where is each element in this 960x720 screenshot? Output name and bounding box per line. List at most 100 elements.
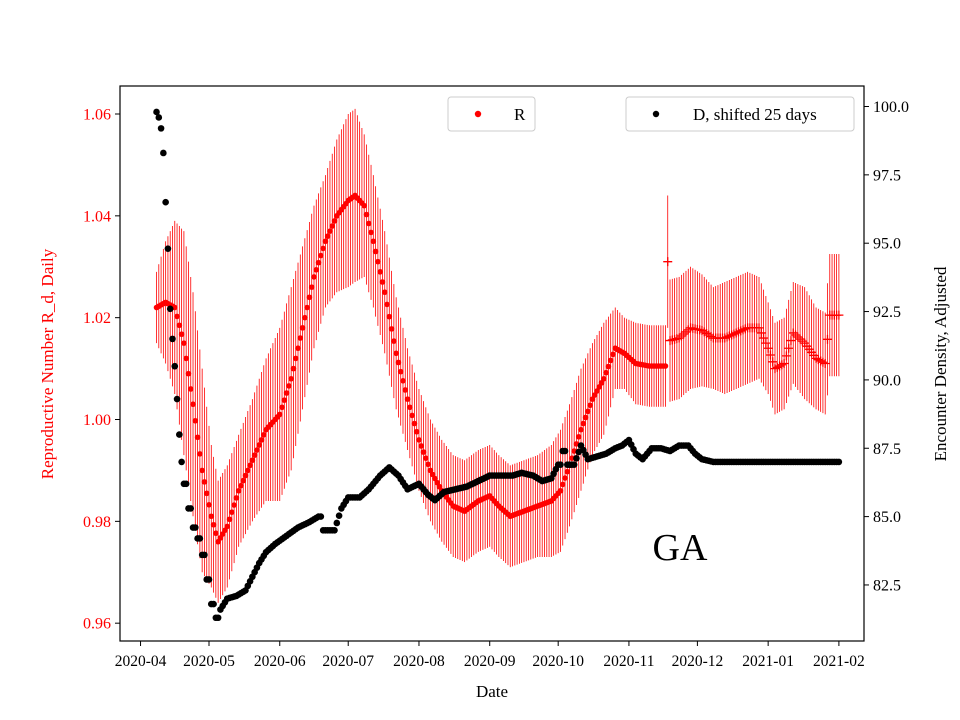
r-point (397, 368, 404, 375)
r-point (720, 333, 730, 343)
legend-r-box (447, 96, 536, 132)
r-point (368, 229, 374, 236)
right-y-tick-label: 90.0 (873, 372, 901, 389)
r-point (761, 338, 771, 348)
r-point (329, 223, 336, 229)
r-point (206, 501, 212, 508)
r-point (416, 437, 422, 443)
r-point (425, 461, 431, 468)
r-point (594, 388, 600, 394)
r-point (779, 359, 789, 368)
r-point (308, 284, 315, 290)
d-point (335, 512, 343, 519)
r-point (813, 355, 823, 365)
legend-r: R (447, 96, 536, 132)
r-point (598, 380, 605, 386)
r-point (759, 333, 769, 343)
d-point (164, 245, 172, 252)
r-point (258, 437, 265, 443)
r-point (260, 431, 267, 438)
r-point (770, 364, 780, 374)
d-point (570, 461, 578, 468)
r-point (578, 426, 584, 433)
r-point (231, 502, 237, 508)
d-point (169, 335, 176, 343)
right-y-tick-label: 95.0 (873, 236, 901, 253)
r-point (763, 343, 773, 353)
d-point (166, 305, 174, 313)
r-point (575, 434, 582, 440)
left-y-tick-label: 0.96 (83, 616, 111, 633)
r-point (423, 455, 429, 462)
x-tick-label: 2021-01 (742, 653, 794, 670)
r-point (591, 392, 598, 398)
r-point (192, 417, 199, 424)
r-point (208, 513, 215, 520)
d-point (153, 108, 160, 116)
plot-area-frame (119, 85, 865, 642)
left-y-tick-label: 1.04 (83, 208, 111, 225)
r-point (740, 324, 750, 334)
r-point (302, 314, 308, 321)
x-tick-label: 2020-05 (183, 653, 235, 670)
r-point (311, 274, 317, 280)
r-point (290, 365, 297, 372)
r-point (194, 434, 201, 441)
r-point (299, 325, 306, 331)
r-point (589, 396, 596, 402)
r-point (187, 386, 194, 392)
d-point (160, 149, 167, 157)
r-point (365, 220, 372, 227)
right-y-tick-label: 87.5 (873, 441, 901, 458)
r-point (754, 323, 764, 333)
r-point (183, 355, 189, 362)
x-tick-label: 2020-04 (115, 653, 167, 670)
legend-d-marker (652, 110, 660, 118)
r-point (816, 356, 826, 366)
legend-d-box (625, 96, 855, 132)
legend-r-marker (474, 110, 482, 118)
r-point (427, 467, 434, 474)
r-point (777, 360, 787, 370)
r-point (176, 322, 183, 329)
r-point (395, 359, 402, 366)
r-point (420, 449, 427, 455)
d-point (157, 125, 165, 132)
r-point (235, 487, 242, 494)
d-point (561, 447, 569, 455)
r-point (432, 475, 438, 482)
r-point (596, 384, 603, 390)
r-point (400, 378, 406, 384)
x-tick-label: 2020-10 (532, 653, 584, 670)
d-point (331, 526, 338, 534)
r-point (699, 327, 709, 337)
d-point (210, 600, 217, 608)
r-point (181, 340, 187, 346)
r-point (795, 334, 805, 344)
d-point (317, 513, 325, 520)
x-tick-label: 2020-12 (672, 653, 724, 670)
legend-d: D, shifted 25 days (625, 96, 855, 132)
x-axis: 2020-04 2020-05 2020-06 2020-07 2020-08 2020-… (115, 641, 865, 670)
r-point (585, 408, 591, 415)
d-series (153, 108, 843, 622)
r-point (706, 332, 716, 342)
r-point (781, 351, 791, 361)
r-point (418, 443, 425, 449)
r-point (704, 330, 714, 340)
d-point (835, 458, 843, 466)
r-point (295, 345, 301, 352)
r-point (601, 375, 607, 382)
r-point (765, 350, 775, 360)
r-point (327, 228, 333, 234)
r-point (788, 328, 798, 338)
r-point (727, 330, 737, 340)
r-point (391, 338, 397, 344)
r-point (562, 475, 568, 481)
r-point (736, 326, 746, 336)
r-point (320, 245, 326, 252)
r-point (363, 211, 370, 218)
r-point (587, 402, 593, 409)
r-point (213, 530, 219, 537)
